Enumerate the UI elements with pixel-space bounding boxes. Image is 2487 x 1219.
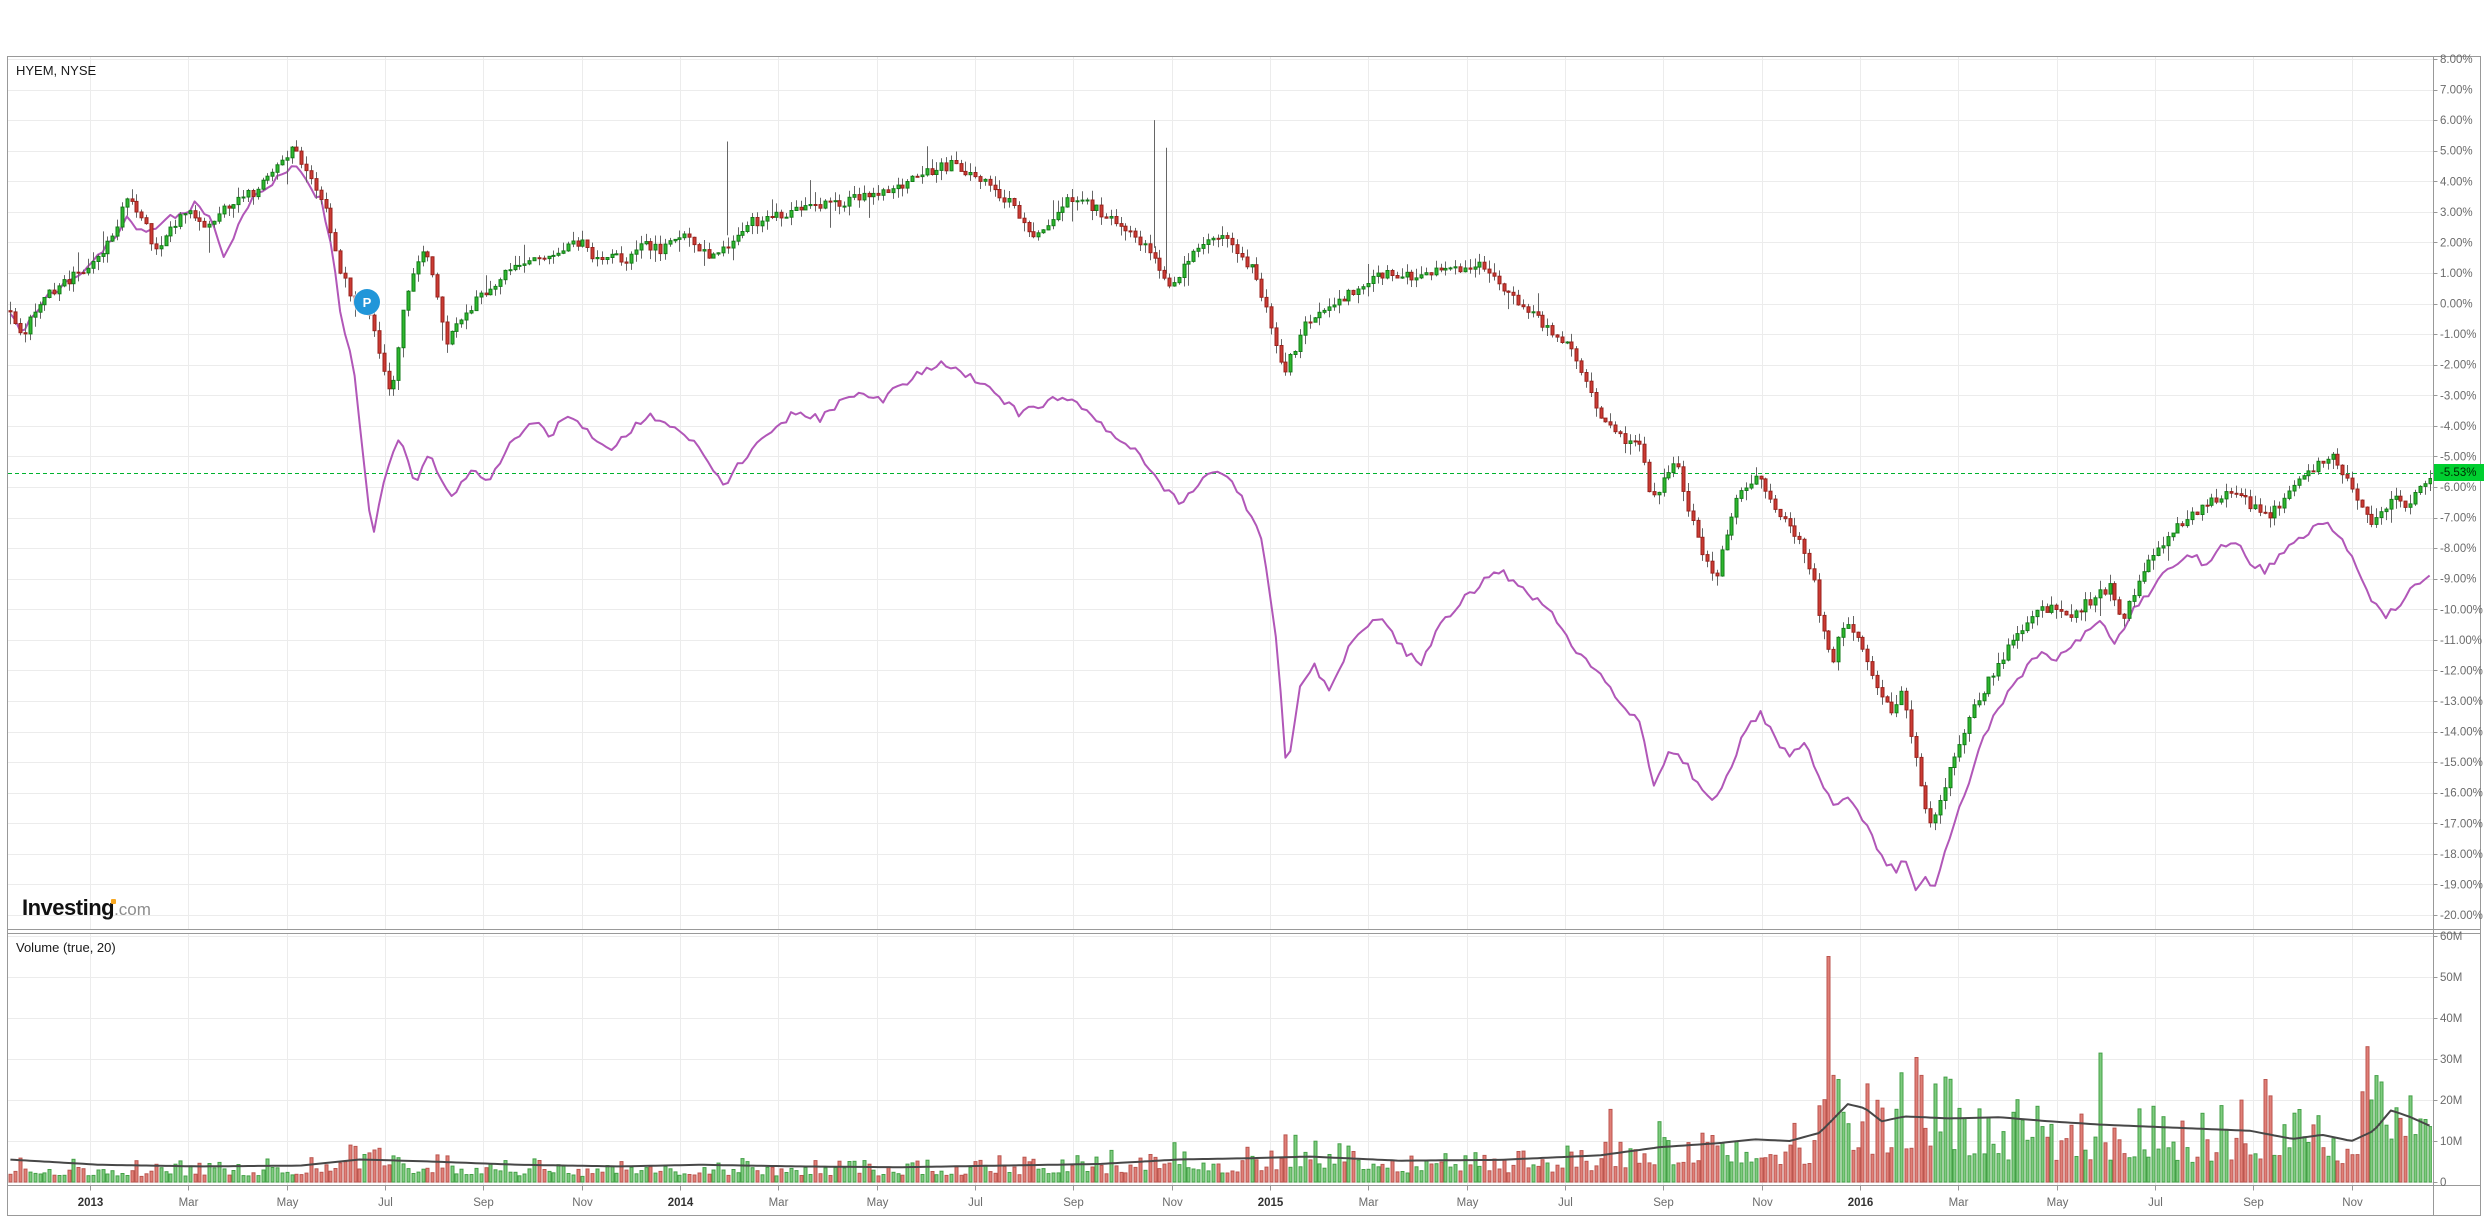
p-event-marker[interactable]: P bbox=[354, 289, 380, 315]
main-axis-tick-label: -11.00% bbox=[2440, 635, 2482, 647]
main-axis-tick-label: -19.00% bbox=[2440, 879, 2483, 891]
main-axis-tick-label: -7.00% bbox=[2440, 513, 2476, 525]
main-axis-tick-label: -5.00% bbox=[2440, 451, 2476, 463]
volume-axis-tick-label: 30M bbox=[2440, 1054, 2462, 1066]
x-axis-tick-label: Mar bbox=[1359, 1197, 1379, 1209]
x-axis-tick-label: Mar bbox=[769, 1197, 789, 1209]
main-axis-tick-label: -1.00% bbox=[2440, 329, 2476, 341]
main-axis-tick-label: -17.00% bbox=[2440, 818, 2483, 830]
x-axis-tick-label: May bbox=[867, 1197, 889, 1209]
main-axis-tick-label: -2.00% bbox=[2440, 360, 2476, 372]
main-axis-tick-label: -10.00% bbox=[2440, 604, 2483, 616]
volume-axis-tick-label: 10M bbox=[2440, 1136, 2462, 1148]
main-axis-tick-label: 8.00% bbox=[2440, 54, 2473, 66]
x-axis-tick-label: May bbox=[1457, 1197, 1479, 1209]
y-axis-main: 8.00% 7.00% 6.00% 5.00% 4.00% 3.00% 2.00% 1.00%… bbox=[2433, 54, 2483, 922]
volume-ma-line bbox=[10, 1103, 2431, 1169]
last-price-badge: -5.53% bbox=[2434, 464, 2484, 481]
x-axis-tick-label: Nov bbox=[1162, 1197, 1183, 1209]
main-axis-tick-label: 2.00% bbox=[2440, 237, 2473, 249]
x-axis-tick-label: May bbox=[277, 1197, 299, 1209]
x-axis-tick-label: Jul bbox=[968, 1197, 983, 1209]
main-axis-tick-label: -6.00% bbox=[2440, 482, 2476, 494]
main-axis-tick-label: -3.00% bbox=[2440, 390, 2476, 402]
volume-bars bbox=[8, 956, 2432, 1183]
main-axis-tick-label: -15.00% bbox=[2440, 757, 2483, 769]
hyem-series-line bbox=[9, 165, 2431, 892]
main-axis-tick-label: -8.00% bbox=[2440, 543, 2476, 555]
main-axis-tick-label: -13.00% bbox=[2440, 696, 2483, 708]
x-axis-tick-label: Mar bbox=[1949, 1197, 1969, 1209]
x-axis: 2013 Mar May Jul Sep Nov 2014 Mar May Jul Sep Nov 20… bbox=[78, 1185, 2363, 1209]
x-axis-tick-label: Sep bbox=[1653, 1197, 1673, 1209]
x-axis-tick-label: Sep bbox=[473, 1197, 493, 1209]
pane-borders bbox=[7, 56, 2481, 1216]
main-axis-tick-label: 3.00% bbox=[2440, 207, 2473, 219]
volume-axis-tick-label: 0 bbox=[2440, 1177, 2446, 1189]
main-axis-tick-label: -9.00% bbox=[2440, 574, 2476, 586]
x-axis-tick-label: 2016 bbox=[1848, 1197, 1874, 1209]
volume-axis-tick-label: 20M bbox=[2440, 1095, 2462, 1107]
x-axis-tick-label: 2015 bbox=[1258, 1197, 1284, 1209]
x-axis-tick-label: Nov bbox=[1752, 1197, 1773, 1209]
x-axis-tick-label: Sep bbox=[2243, 1197, 2263, 1209]
investing-logo-suffix: .com bbox=[114, 900, 151, 919]
main-axis-tick-label: -20.00% bbox=[2440, 910, 2483, 922]
volume-axis-tick-label: 40M bbox=[2440, 1013, 2462, 1025]
main-axis-tick-label: -14.00% bbox=[2440, 727, 2483, 739]
x-axis-tick-label: Nov bbox=[2342, 1197, 2363, 1209]
hyg-candles bbox=[8, 120, 2432, 831]
main-axis-tick-label: 0.00% bbox=[2440, 299, 2473, 311]
main-axis-tick-label: -16.00% bbox=[2440, 788, 2483, 800]
volume-axis-tick-label: 50M bbox=[2440, 972, 2462, 984]
main-axis-tick-label: -18.00% bbox=[2440, 849, 2483, 861]
volume-pane-label: Volume (true, 20) bbox=[16, 940, 116, 955]
x-axis-tick-label: Sep bbox=[1063, 1197, 1083, 1209]
x-axis-tick-label: May bbox=[2047, 1197, 2069, 1209]
investing-logo-text: Investing bbox=[22, 895, 115, 920]
main-axis-tick-label: 7.00% bbox=[2440, 85, 2473, 97]
main-axis-tick-label: -12.00% bbox=[2440, 665, 2483, 677]
x-axis-tick-label: 2013 bbox=[78, 1197, 104, 1209]
main-pane-label: HYEM, NYSE bbox=[16, 63, 97, 78]
main-axis-tick-label: 6.00% bbox=[2440, 115, 2473, 127]
y-axis-volume: 60M 50M 40M 30M 20M 10M 0 bbox=[2433, 931, 2462, 1189]
x-axis-tick-label: Nov bbox=[572, 1197, 593, 1209]
x-axis-tick-label: Jul bbox=[1558, 1197, 1573, 1209]
x-axis-tick-label: Jul bbox=[378, 1197, 393, 1209]
main-axis-tick-label: 4.00% bbox=[2440, 176, 2473, 188]
x-axis-tick-label: Mar bbox=[179, 1197, 199, 1209]
main-axis-tick-label: -4.00% bbox=[2440, 421, 2476, 433]
investing-logo-accent-dot bbox=[111, 899, 116, 904]
volume-axis-tick-label: 60M bbox=[2440, 931, 2462, 943]
main-axis-tick-label: 5.00% bbox=[2440, 146, 2473, 158]
x-axis-tick-label: 2014 bbox=[668, 1197, 694, 1209]
x-axis-tick-label: Jul bbox=[2148, 1197, 2163, 1209]
main-axis-tick-label: 1.00% bbox=[2440, 268, 2473, 280]
investing-logo: Investing.com bbox=[22, 895, 151, 921]
